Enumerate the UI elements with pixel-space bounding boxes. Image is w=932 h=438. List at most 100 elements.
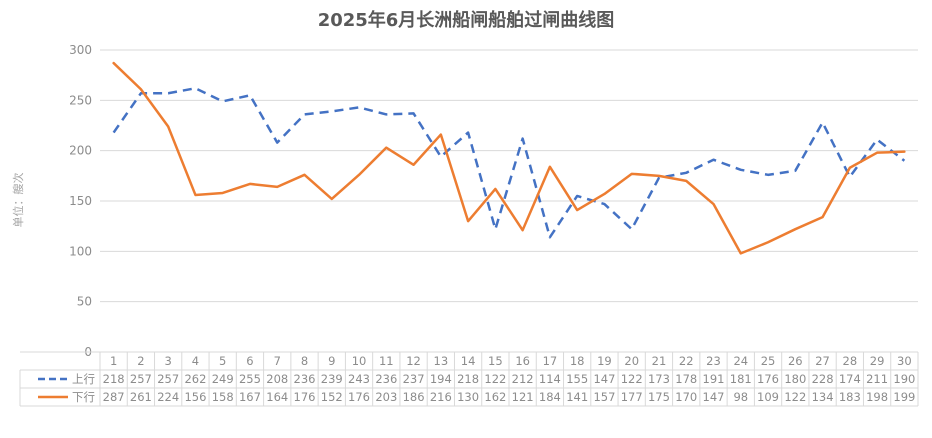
data-table-cell: 186 — [403, 390, 425, 404]
data-table-cell: 130 — [457, 390, 479, 404]
y-tick-label: 150 — [69, 194, 92, 208]
data-table-cell: 257 — [157, 372, 179, 386]
data-table-cell: 194 — [430, 372, 452, 386]
x-tick-label: 15 — [488, 354, 503, 368]
data-table-cell: 167 — [239, 390, 261, 404]
data-table-cell: 211 — [866, 372, 888, 386]
x-tick-label: 2 — [137, 354, 144, 368]
data-table-cell: 236 — [294, 372, 316, 386]
data-table-cell: 141 — [566, 390, 588, 404]
x-tick-label: 10 — [352, 354, 367, 368]
data-table-cell: 147 — [703, 390, 725, 404]
x-tick-label: 19 — [597, 354, 612, 368]
data-table-cell: 155 — [566, 372, 588, 386]
x-tick-label: 22 — [679, 354, 694, 368]
x-tick-label: 16 — [515, 354, 530, 368]
data-table-cell: 228 — [812, 372, 834, 386]
data-table-cell: 98 — [733, 390, 748, 404]
x-tick-label: 21 — [652, 354, 667, 368]
x-tick-label: 25 — [761, 354, 776, 368]
x-tick-label: 17 — [543, 354, 558, 368]
data-table-cell: 114 — [539, 372, 561, 386]
x-tick-label: 26 — [788, 354, 803, 368]
series-line-1 — [112, 87, 906, 239]
data-table-cell: 198 — [866, 390, 888, 404]
x-tick-label: 8 — [301, 354, 308, 368]
data-table-cell: 237 — [403, 372, 425, 386]
data-table-cell: 203 — [375, 390, 397, 404]
data-table-cell: 164 — [266, 390, 288, 404]
legend-label: 下行 — [72, 390, 95, 404]
data-table-cell: 122 — [621, 372, 643, 386]
data-table-cell: 212 — [512, 372, 534, 386]
data-table-cell: 216 — [430, 390, 452, 404]
data-table-cell: 121 — [512, 390, 534, 404]
data-table-cell: 170 — [675, 390, 697, 404]
data-table-cell: 243 — [348, 372, 370, 386]
x-tick-label: 23 — [706, 354, 721, 368]
data-table-cell: 239 — [321, 372, 343, 386]
x-tick-label: 1 — [110, 354, 117, 368]
x-tick-label: 20 — [624, 354, 639, 368]
gridlines — [100, 49, 918, 303]
x-tick-label: 28 — [843, 354, 858, 368]
data-table-cell: 152 — [321, 390, 343, 404]
data-table-cell: 175 — [648, 390, 670, 404]
data-table-cell: 255 — [239, 372, 261, 386]
data-table-cell: 122 — [784, 390, 806, 404]
data-table-cell: 178 — [675, 372, 697, 386]
data-table-cell: 257 — [130, 372, 152, 386]
data-table-cell: 176 — [757, 372, 779, 386]
data-table-cell: 173 — [648, 372, 670, 386]
data-table-cell: 181 — [730, 372, 752, 386]
y-axis-label: 单位：艘次 — [11, 173, 25, 228]
chart-title: 2025年6月长洲船闸船舶过闸曲线图 — [318, 9, 615, 31]
x-tick-label: 24 — [733, 354, 748, 368]
x-tick-label: 7 — [274, 354, 281, 368]
data-table-cell: 176 — [348, 390, 370, 404]
data-table-cell: 190 — [893, 372, 915, 386]
data-table-cell: 261 — [130, 390, 152, 404]
x-tick-label: 6 — [246, 354, 253, 368]
data-table-cell: 224 — [157, 390, 179, 404]
data-table-cell: 109 — [757, 390, 779, 404]
data-table-cell: 122 — [484, 372, 506, 386]
data-table-cell: 249 — [212, 372, 234, 386]
data-table-cell: 177 — [621, 390, 643, 404]
x-tick-label: 3 — [165, 354, 172, 368]
data-table-cell: 158 — [212, 390, 234, 404]
data-table-cell: 147 — [593, 372, 615, 386]
data-table: 1 2 3 4 5 6 7 8 9 10 11 12 13 14 15 16 17 18 19 20 21 22 23 24 2… — [19, 351, 919, 407]
data-table-cell: 134 — [812, 390, 834, 404]
data-table-cell: 191 — [703, 372, 725, 386]
data-table-cell: 183 — [839, 390, 861, 404]
data-table-cell: 218 — [103, 372, 125, 386]
x-tick-label: 13 — [434, 354, 449, 368]
y-tick-label: 100 — [69, 244, 92, 258]
x-tick-label: 18 — [570, 354, 585, 368]
data-table-cell: 287 — [103, 390, 125, 404]
x-tick-label: 30 — [897, 354, 912, 368]
x-tick-label: 4 — [192, 354, 199, 368]
x-tick-label: 5 — [219, 354, 226, 368]
data-table-cell: 236 — [375, 372, 397, 386]
x-tick-label: 27 — [815, 354, 830, 368]
data-table-cell: 208 — [266, 372, 288, 386]
legend-label: 上行 — [72, 372, 95, 386]
series-line-2 — [112, 61, 906, 255]
y-tick-label: 250 — [69, 93, 92, 107]
data-table-cell: 176 — [294, 390, 316, 404]
data-table-cell: 262 — [184, 372, 206, 386]
series-lines — [112, 61, 906, 255]
data-table-cell: 180 — [784, 372, 806, 386]
data-table-cell: 184 — [539, 390, 561, 404]
x-tick-label: 14 — [461, 354, 476, 368]
x-tick-label: 11 — [379, 354, 394, 368]
data-table-cell: 199 — [893, 390, 915, 404]
y-tick-label: 50 — [77, 295, 92, 309]
data-table-cell: 218 — [457, 372, 479, 386]
x-tick-label: 12 — [406, 354, 421, 368]
y-tick-label: 200 — [69, 144, 92, 158]
